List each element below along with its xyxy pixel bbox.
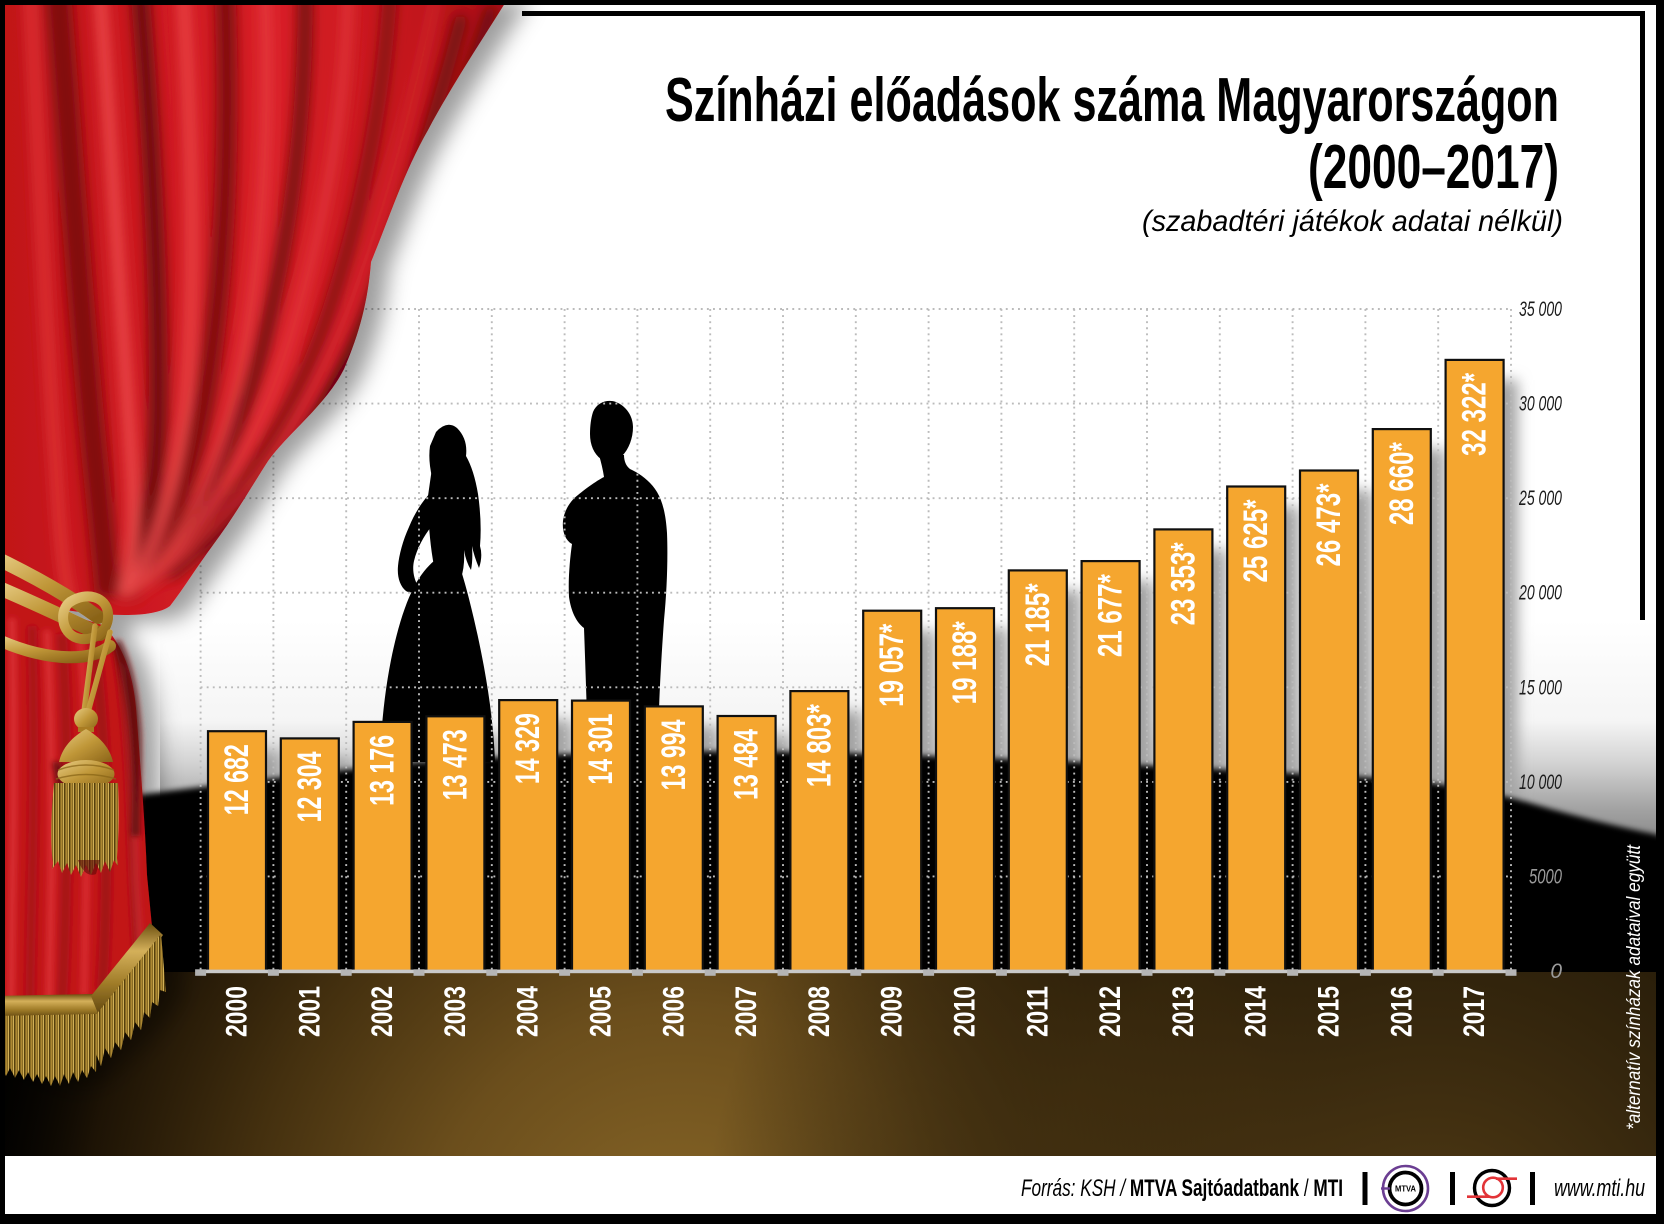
svg-text:Színházi előadások száma Magya: Színházi előadások száma Magyarországon — [665, 66, 1559, 135]
svg-text:19 057*: 19 057* — [873, 623, 911, 707]
svg-text:21 677*: 21 677* — [1092, 574, 1130, 658]
svg-text:14 329: 14 329 — [509, 713, 547, 784]
svg-text:12 682: 12 682 — [218, 744, 256, 815]
svg-text:10 000: 10 000 — [1519, 771, 1562, 794]
svg-text:2007: 2007 — [730, 986, 763, 1037]
svg-text:32 322*: 32 322* — [1456, 372, 1494, 456]
svg-text:20 000: 20 000 — [1518, 582, 1562, 605]
svg-text:(2000–2017): (2000–2017) — [1308, 133, 1559, 202]
svg-text:0: 0 — [1550, 960, 1562, 983]
svg-text:35 000: 35 000 — [1519, 298, 1562, 321]
svg-text:13 176: 13 176 — [364, 735, 402, 806]
svg-text:2003: 2003 — [439, 986, 472, 1037]
svg-text:2017: 2017 — [1458, 986, 1491, 1037]
svg-text:21 185*: 21 185* — [1019, 583, 1057, 667]
svg-text:5000: 5000 — [1529, 865, 1562, 888]
svg-text:2013: 2013 — [1167, 986, 1200, 1037]
svg-text:2004: 2004 — [512, 986, 545, 1037]
svg-text:2000: 2000 — [221, 986, 254, 1037]
svg-text:2010: 2010 — [949, 986, 982, 1037]
svg-text:2002: 2002 — [366, 986, 399, 1037]
svg-text:2001: 2001 — [293, 986, 326, 1037]
svg-text:13 473: 13 473 — [436, 729, 474, 800]
svg-text:2012: 2012 — [1094, 986, 1127, 1037]
svg-text:2009: 2009 — [876, 986, 909, 1037]
svg-text:2015: 2015 — [1313, 986, 1346, 1037]
svg-text:2005: 2005 — [585, 986, 618, 1037]
svg-text:14 803*: 14 803* — [800, 704, 838, 788]
svg-text:13 994: 13 994 — [655, 719, 693, 790]
svg-text:MTVA: MTVA — [1395, 1185, 1416, 1194]
svg-text:15 000: 15 000 — [1519, 676, 1562, 699]
svg-text:2008: 2008 — [803, 986, 836, 1037]
svg-text:Forrás: KSH / MTVA Sajtóadatba: Forrás: KSH / MTVA Sajtóadatbank / MTI — [1021, 1175, 1343, 1202]
svg-text:2016: 2016 — [1385, 986, 1418, 1037]
svg-text:www.mti.hu: www.mti.hu — [1554, 1175, 1645, 1202]
svg-text:23 353*: 23 353* — [1164, 542, 1202, 626]
svg-text:30 000: 30 000 — [1519, 393, 1562, 416]
svg-text:(szabadtéri játékok adatai nél: (szabadtéri játékok adatai nélkül) — [1142, 205, 1563, 238]
svg-text:2014: 2014 — [1240, 986, 1273, 1037]
svg-text:13 484: 13 484 — [728, 729, 766, 800]
svg-text:2006: 2006 — [657, 986, 690, 1037]
svg-text:12 304: 12 304 — [291, 751, 329, 822]
svg-text:26 473*: 26 473* — [1310, 483, 1348, 567]
svg-text:2011: 2011 — [1021, 986, 1054, 1037]
svg-text:28 660*: 28 660* — [1383, 442, 1421, 526]
svg-text:14 301: 14 301 — [582, 714, 620, 785]
svg-text:25 625*: 25 625* — [1237, 499, 1275, 583]
svg-text:19 188*: 19 188* — [946, 621, 984, 705]
svg-text:25 000: 25 000 — [1518, 487, 1562, 510]
svg-text:*alternatív színházak adataiva: *alternatív színházak adataival együtt — [1623, 844, 1645, 1130]
